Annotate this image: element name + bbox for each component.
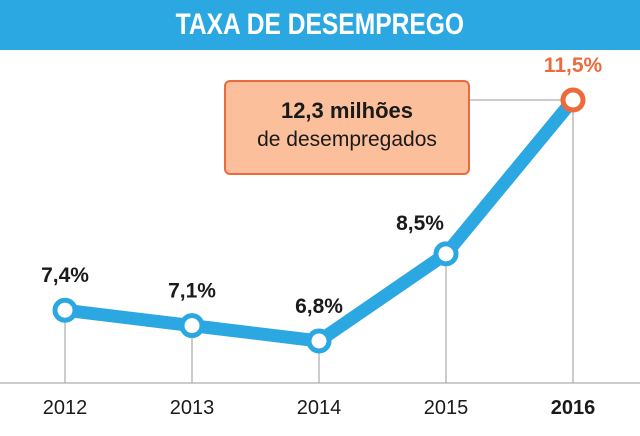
value-label-2013: 7,1% <box>168 280 216 303</box>
point-2013 <box>179 313 205 339</box>
unemployed-callout: 12,3 milhões de desempregados <box>224 80 470 175</box>
value-label-2014: 6,8% <box>295 295 343 318</box>
callout-value: 12,3 milhões <box>280 98 414 123</box>
x-tick-2012: 2012 <box>43 397 88 419</box>
chart-title: TAXA DE DESEMPREGO <box>175 8 465 41</box>
value-label-2012: 7,4% <box>41 264 89 287</box>
point-2016 <box>560 87 586 113</box>
x-tick-2015: 2015 <box>424 397 469 419</box>
x-tick-2016: 2016 <box>551 397 596 419</box>
value-label-2015: 8,5% <box>396 212 444 235</box>
x-tick-2014: 2014 <box>297 397 342 419</box>
x-tick-2013: 2013 <box>170 397 215 419</box>
point-2015 <box>433 241 459 267</box>
point-2012 <box>52 297 78 323</box>
value-label-2016: 11,5% <box>544 54 603 77</box>
title-bar: TAXA DE DESEMPREGO <box>0 0 640 50</box>
point-2014 <box>306 328 332 354</box>
callout-caption: de desempregados <box>257 128 437 151</box>
